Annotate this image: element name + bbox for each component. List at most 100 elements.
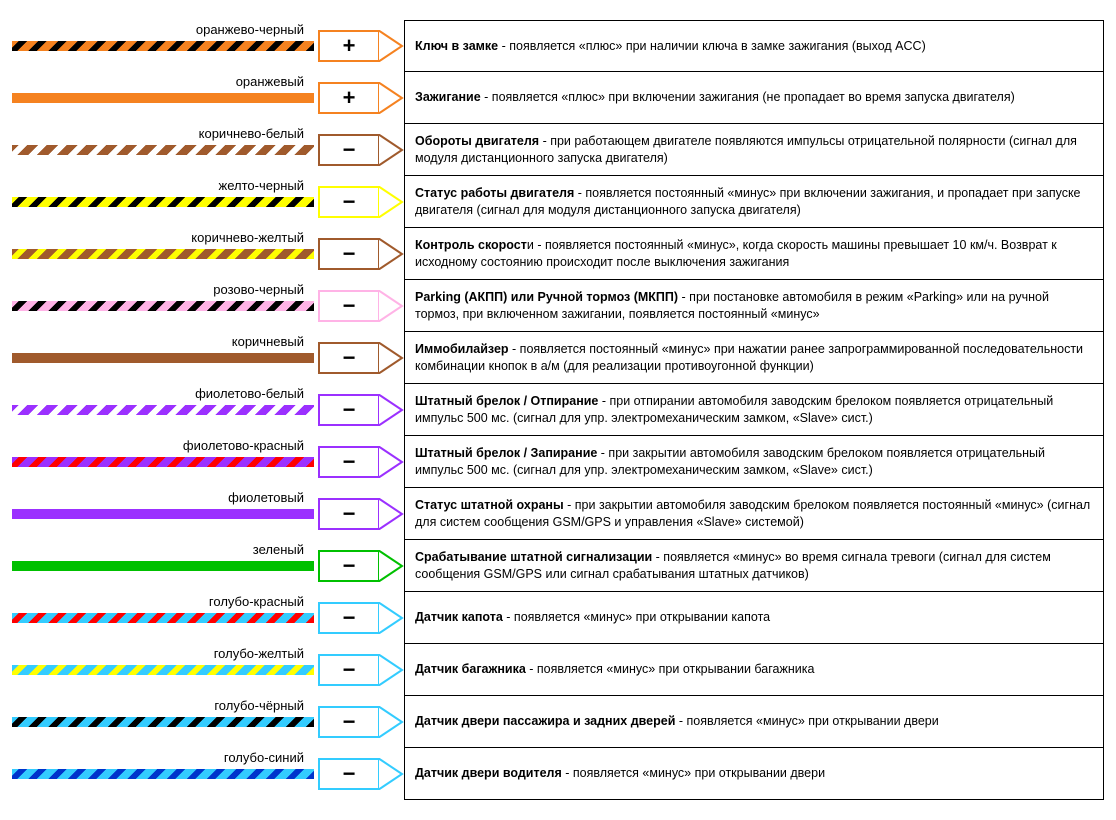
signal-row: коричневый−Иммобилайзер - появляется пос… <box>12 332 1104 384</box>
signal-row: фиолетовый−Статус штатной охраны - при з… <box>12 488 1104 540</box>
signal-name: Статус работы двигателя <box>415 186 574 200</box>
signal-row: голубо-чёрный−Датчик двери пассажира и з… <box>12 696 1104 748</box>
polarity-tag: − <box>318 602 404 634</box>
signal-name: Иммобилайзер <box>415 342 509 356</box>
wire-column: голубо-чёрный− <box>12 696 404 748</box>
wire-segment <box>12 197 314 207</box>
polarity-tag: − <box>318 706 404 738</box>
signal-row: коричнево-желтый−Контроль скорости - поя… <box>12 228 1104 280</box>
polarity-tag: − <box>318 758 404 790</box>
polarity-symbol: − <box>318 186 378 218</box>
wire <box>12 717 314 727</box>
arrow-right-icon <box>378 654 404 686</box>
signal-name: Срабатывание штатной сигнализации <box>415 550 652 564</box>
signal-description: Срабатывание штатной сигнализации - появ… <box>404 539 1104 592</box>
signal-detail: - появляется «минус» при открывании капо… <box>503 610 770 624</box>
signal-row: оранжево-черный + Ключ в замке - появляетс… <box>12 20 1104 72</box>
wire-color-label: голубо-чёрный <box>214 698 304 713</box>
wire-color-label: коричнево-желтый <box>191 230 304 245</box>
polarity-symbol: − <box>318 550 378 582</box>
wire <box>12 41 314 51</box>
signal-row: голубо-красный−Датчик капота - появляетс… <box>12 592 1104 644</box>
arrow-right-icon <box>378 290 404 322</box>
wire-segment <box>12 301 314 311</box>
signal-description: Штатный брелок / Запирание - при закрыти… <box>404 435 1104 488</box>
polarity-tag: − <box>318 550 404 582</box>
polarity-symbol: − <box>318 446 378 478</box>
signal-row: зеленый−Срабатывание штатной сигнализаци… <box>12 540 1104 592</box>
polarity-symbol: − <box>318 602 378 634</box>
wire-column: розово-черный− <box>12 280 404 332</box>
signal-description: Контроль скорости - появляется постоянны… <box>404 227 1104 280</box>
signal-row: желто-черный−Статус работы двигателя - п… <box>12 176 1104 228</box>
wire-column: зеленый− <box>12 540 404 592</box>
wire <box>12 405 314 415</box>
signal-detail: - появляется «минус» при открывании двер… <box>562 766 825 780</box>
wire-column: желто-черный− <box>12 176 404 228</box>
signal-description: Зажигание - появляется «плюс» при включе… <box>404 71 1104 124</box>
signal-name: Штатный брелок / Отпирание <box>415 394 598 408</box>
signal-row: фиолетово-белый− Штатный брелок / Отпиран… <box>12 384 1104 436</box>
signal-name: Статус штатной охраны <box>415 498 564 512</box>
wire <box>12 93 314 103</box>
wire-column: коричнево-белый− <box>12 124 404 176</box>
polarity-tag: − <box>318 342 404 374</box>
arrow-right-icon <box>378 706 404 738</box>
wire-color-label: желто-черный <box>219 178 304 193</box>
polarity-tag: − <box>318 394 404 426</box>
wire-column: коричнево-желтый− <box>12 228 404 280</box>
wire-segment <box>12 613 314 623</box>
wire-column: голубо-желтый− <box>12 644 404 696</box>
arrow-right-icon <box>378 82 404 114</box>
wire-column: оранжево-черный + <box>12 20 404 72</box>
wire <box>12 353 314 363</box>
signal-row: голубо-желтый− Датчик багажника - появляе… <box>12 644 1104 696</box>
signal-description: Статус штатной охраны - при закрытии авт… <box>404 487 1104 540</box>
arrow-right-icon <box>378 186 404 218</box>
signal-description: Обороты двигателя - при работающем двига… <box>404 123 1104 176</box>
polarity-tag: − <box>318 238 404 270</box>
signal-detail: - появляется постоянный «минус» при нажа… <box>415 342 1083 372</box>
wire-column: голубо-синий− <box>12 748 404 800</box>
wire-segment <box>12 145 314 155</box>
wire <box>12 613 314 623</box>
wire <box>12 769 314 779</box>
signal-row: розово-черный−Parking (АКПП) или Ручной … <box>12 280 1104 332</box>
wire-color-label: голубо-желтый <box>214 646 304 661</box>
signal-description: Датчик двери водителя - появляется «мину… <box>404 747 1104 800</box>
arrow-right-icon <box>378 758 404 790</box>
signal-name: Датчик багажника <box>415 662 526 676</box>
signal-name: Зажигание <box>415 90 481 104</box>
arrow-right-icon <box>378 550 404 582</box>
signal-detail: - появляется «плюс» при включении зажига… <box>481 90 1015 104</box>
wire <box>12 665 314 675</box>
polarity-tag: + <box>318 82 404 114</box>
wire-segment <box>12 509 314 519</box>
wire-segment <box>12 561 314 571</box>
polarity-symbol: − <box>318 394 378 426</box>
wire-color-label: оранжево-черный <box>196 22 304 37</box>
polarity-symbol: − <box>318 654 378 686</box>
wire-color-label: фиолетово-белый <box>195 386 304 401</box>
signal-name: Датчик капота <box>415 610 503 624</box>
polarity-tag: − <box>318 446 404 478</box>
wire-color-label: розово-черный <box>213 282 304 297</box>
signal-name: Контроль скорост <box>415 238 527 252</box>
wire <box>12 197 314 207</box>
signal-description: Иммобилайзер - появляется постоянный «ми… <box>404 331 1104 384</box>
signal-detail: - появляется «минус» при открывании бага… <box>526 662 815 676</box>
wire-segment <box>12 457 314 467</box>
wire <box>12 509 314 519</box>
arrow-right-icon <box>378 394 404 426</box>
signal-detail: - появляется «плюс» при наличии ключа в … <box>498 39 926 53</box>
arrow-right-icon <box>378 30 404 62</box>
signal-name: Ключ в замке <box>415 39 498 53</box>
signal-rows: оранжево-черный + Ключ в замке - появляетс… <box>12 20 1104 800</box>
polarity-symbol: − <box>318 134 378 166</box>
arrow-right-icon <box>378 134 404 166</box>
signal-name: Датчик двери водителя <box>415 766 562 780</box>
wire-segment <box>12 353 314 363</box>
wire-column: коричневый− <box>12 332 404 384</box>
polarity-tag: + <box>318 30 404 62</box>
wire-color-label: фиолетовый <box>228 490 304 505</box>
